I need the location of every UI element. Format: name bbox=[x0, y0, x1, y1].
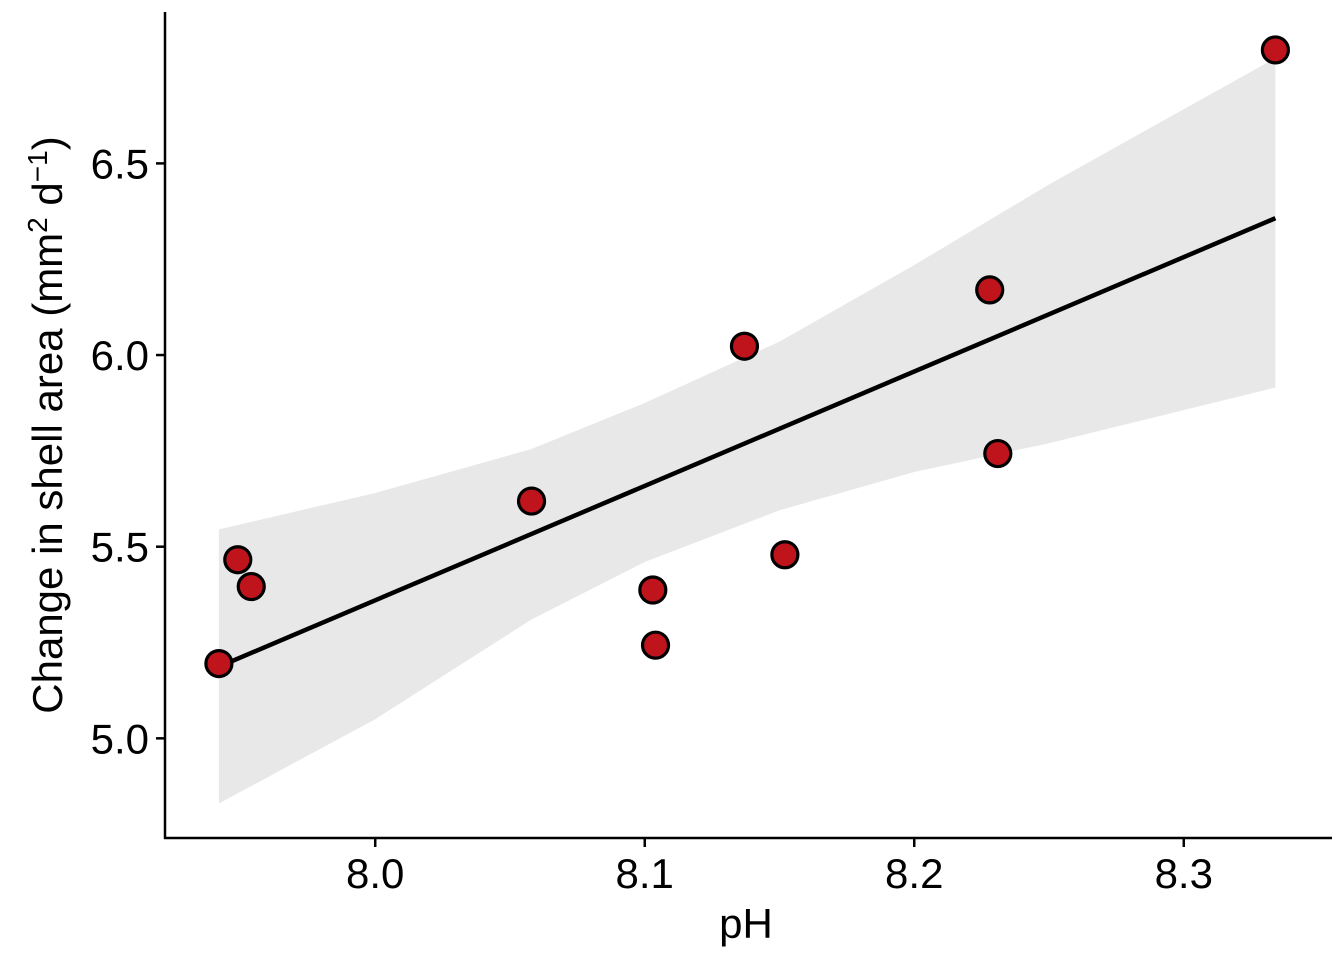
tick-labels-layer: 8.0 8.1 8.2 8.3 5.0 5.5 6.0 6.5 bbox=[91, 140, 1213, 897]
data-point bbox=[204, 649, 234, 679]
y-tick-label: 6.0 bbox=[91, 332, 149, 379]
y-tick-label: 6.5 bbox=[91, 140, 149, 187]
y-axis-title: Change in shell area (mm2 d−1) bbox=[22, 136, 71, 713]
fit-line-layer bbox=[218, 216, 1277, 669]
y-tick-label: 5.5 bbox=[91, 524, 149, 571]
y-axis-title-main: Change in shell area (mm bbox=[24, 233, 71, 714]
y-axis-title-sup-minus-1: −1 bbox=[22, 150, 53, 182]
x-tick-label: 8.3 bbox=[1155, 850, 1213, 897]
x-tick-label: 8.1 bbox=[616, 850, 674, 897]
x-tick-label: 8.0 bbox=[346, 850, 404, 897]
confidence-band bbox=[218, 58, 1276, 804]
data-point bbox=[236, 571, 266, 602]
x-axis-title: pH bbox=[719, 900, 773, 947]
data-point bbox=[975, 275, 1005, 305]
y-axis-title-end: ) bbox=[24, 136, 71, 150]
data-point bbox=[223, 545, 253, 575]
data-point bbox=[516, 486, 547, 516]
data-points-layer bbox=[204, 35, 1291, 679]
fit-line bbox=[218, 216, 1277, 669]
data-point bbox=[1260, 35, 1291, 65]
x-tick-label: 8.2 bbox=[885, 850, 943, 897]
axes bbox=[156, 12, 1332, 847]
y-tick-label: 5.0 bbox=[91, 715, 149, 762]
y-axis-title-mid: d bbox=[24, 182, 71, 217]
data-point bbox=[729, 331, 760, 361]
y-axis-title-sup-2: 2 bbox=[22, 217, 53, 233]
data-point bbox=[983, 438, 1013, 469]
confidence-band-layer bbox=[218, 58, 1276, 804]
data-point bbox=[770, 540, 800, 570]
data-point bbox=[640, 630, 671, 660]
data-point bbox=[638, 575, 668, 605]
